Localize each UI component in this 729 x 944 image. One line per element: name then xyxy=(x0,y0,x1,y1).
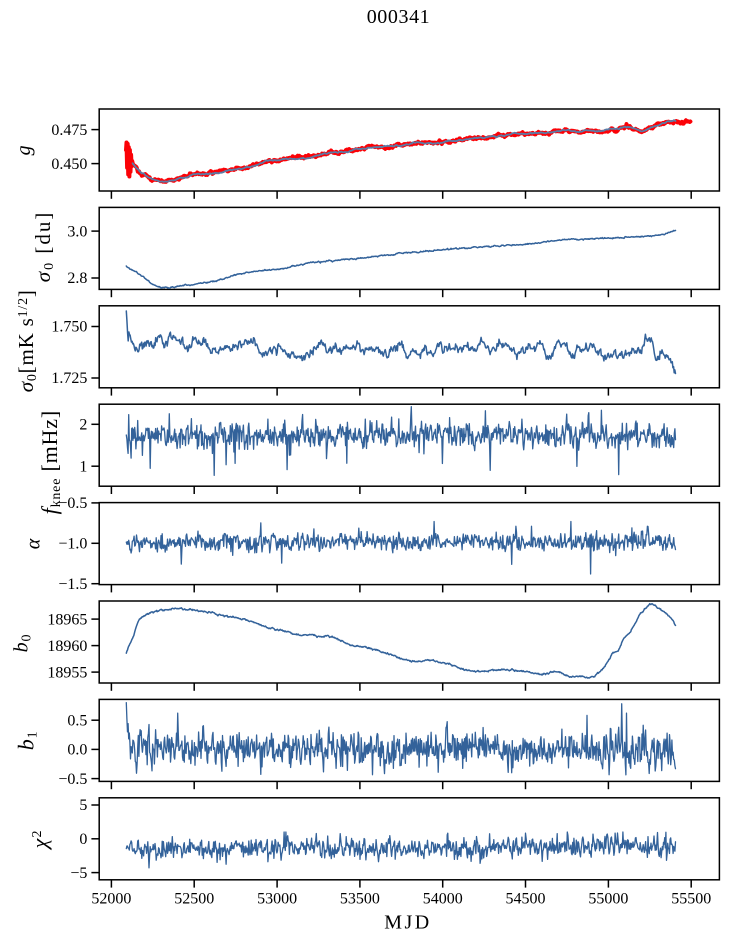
svg-text:−0.5: −0.5 xyxy=(58,771,87,788)
svg-text:52500: 52500 xyxy=(174,891,214,908)
svg-text:g: g xyxy=(13,145,35,156)
svg-text:54000: 54000 xyxy=(423,891,463,908)
svg-text:54500: 54500 xyxy=(506,891,546,908)
svg-text:5: 5 xyxy=(79,797,87,814)
svg-text:2: 2 xyxy=(79,417,87,434)
svg-text:18960: 18960 xyxy=(47,638,87,655)
svg-text:−5: −5 xyxy=(70,865,87,882)
svg-text:0: 0 xyxy=(79,831,87,848)
svg-text:55000: 55000 xyxy=(588,891,628,908)
svg-text:0.475: 0.475 xyxy=(51,122,87,139)
svg-text:53000: 53000 xyxy=(257,891,297,908)
svg-text:χ2: χ2 xyxy=(27,829,52,850)
svg-text:α: α xyxy=(23,538,45,549)
svg-text:1.725: 1.725 xyxy=(51,370,87,387)
svg-text:52000: 52000 xyxy=(91,891,131,908)
svg-text:1.750: 1.750 xyxy=(51,319,87,336)
svg-text:18955: 18955 xyxy=(47,664,87,681)
svg-text:3.0: 3.0 xyxy=(67,223,87,240)
svg-text:55500: 55500 xyxy=(671,891,711,908)
svg-text:0.5: 0.5 xyxy=(67,712,87,729)
svg-text:53500: 53500 xyxy=(340,891,380,908)
svg-text:1: 1 xyxy=(79,458,87,475)
svg-text:18965: 18965 xyxy=(47,611,87,628)
svg-text:000341: 000341 xyxy=(367,6,431,28)
svg-text:−0.5: −0.5 xyxy=(58,495,87,512)
svg-text:b1: b1 xyxy=(14,731,41,751)
svg-text:b0: b0 xyxy=(11,634,35,653)
svg-text:σ0 [du]: σ0 [du] xyxy=(31,211,57,283)
svg-text:2.8: 2.8 xyxy=(67,270,87,287)
svg-text:0.450: 0.450 xyxy=(51,156,87,173)
svg-text:−1.5: −1.5 xyxy=(58,576,87,593)
svg-text:−1.0: −1.0 xyxy=(58,536,87,553)
svg-text:MJD: MJD xyxy=(384,912,432,934)
svg-text:0.0: 0.0 xyxy=(67,742,87,759)
